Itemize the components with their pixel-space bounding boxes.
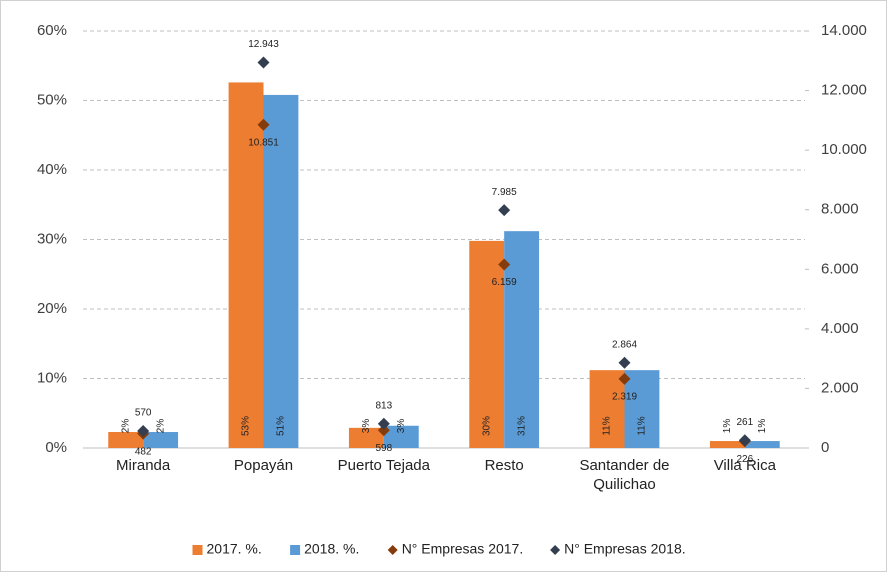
legend-swatch [290,545,301,555]
bar-label: 3% [361,419,372,434]
diamond-marker [377,424,390,437]
bar-label: 53% [241,416,252,436]
bar-label: 11% [602,416,613,435]
bar-label: 2% [155,419,166,434]
y-tick-label: 0% [45,439,67,456]
diamond-marker [498,258,511,271]
bar-label: 1% [722,419,733,434]
legend-label: 2018. %. [304,541,359,557]
point-label: 226 [736,454,753,465]
y2-tick-label: 6.000 [821,260,859,277]
x-tick-label: Villa Rica [713,457,776,474]
point-label: 6.159 [492,277,517,288]
x-tick-label: Popayán [233,457,294,474]
point-label: 10.851 [248,137,279,148]
bar-label: 31% [516,416,527,436]
point-label: 482 [135,446,152,457]
point-label: 813 [375,400,392,411]
y-tick-label: 30% [37,230,67,247]
y2-tick-label: 14.000 [821,22,867,39]
bar [143,432,179,448]
bar-label: 1% [757,419,768,434]
bar-label: 51% [276,416,287,436]
point-label: 261 [736,417,753,428]
diamond-marker [257,56,270,69]
bar [589,370,625,448]
legend-swatch [192,545,203,555]
legend-swatch [387,545,398,555]
bar [744,441,780,448]
bar [624,370,660,448]
y-tick-label: 50% [37,91,67,108]
legend-label: N° Empresas 2018. [564,541,686,557]
bar [348,427,384,448]
legend-label: N° Empresas 2017. [402,541,524,557]
point-label: 7.985 [492,187,517,198]
bar [263,94,299,448]
bar [228,82,264,449]
diamond-marker [618,372,631,385]
point-label: 598 [375,443,392,454]
x-tick-label: Miranda [116,457,171,474]
point-label: 2.864 [612,339,637,350]
y-tick-label: 60% [37,22,67,39]
diamond-marker [498,204,511,217]
y2-tick-label: 10.000 [821,141,867,158]
point-label: 570 [135,408,152,419]
bar [108,432,144,448]
bar-label: 30% [481,416,492,436]
x-tick-label: Puerto Tejada [337,457,430,474]
y-tick-label: 40% [37,161,67,178]
diamond-marker [137,425,150,438]
bar-label: 2% [120,419,131,434]
y2-tick-label: 0 [821,439,829,456]
diamond-marker [618,356,631,369]
bar [504,231,540,448]
y2-tick-label: 12.000 [821,82,867,99]
bar [469,240,505,448]
y2-tick-label: 4.000 [821,320,859,337]
y2-tick-label: 2.000 [821,379,859,396]
y2-tick-label: 8.000 [821,201,859,218]
diamond-marker [257,118,270,131]
point-label: 12.943 [248,39,279,50]
bar [709,441,745,448]
bar-label: 11% [637,416,648,435]
bar-label: 3% [396,419,407,434]
legend-label: 2017. %. [207,541,262,557]
point-label: 2.319 [612,392,637,403]
diamond-marker [738,434,751,447]
x-tick-label: Santander de Quilichao [579,457,670,493]
bar [383,425,419,448]
y-tick-label: 20% [37,300,67,317]
x-tick-label: Resto [484,457,524,474]
y-tick-label: 10% [37,369,67,386]
legend-swatch [550,545,561,555]
diamond-marker [377,417,390,430]
